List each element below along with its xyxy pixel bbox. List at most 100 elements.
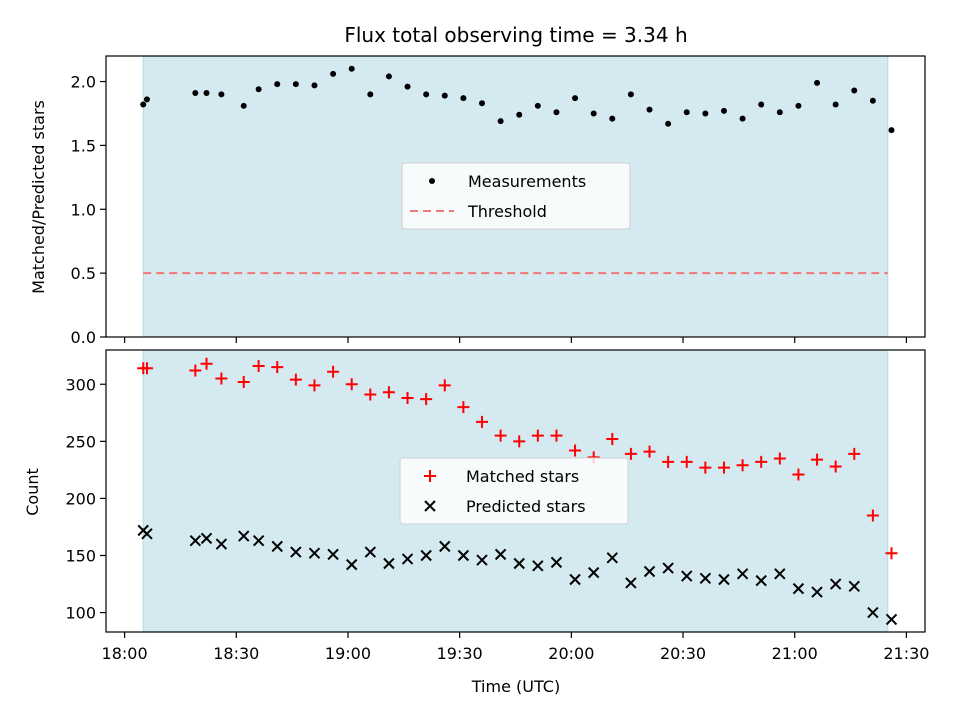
measurement-point: [851, 87, 858, 94]
predicted-star-point: [327, 548, 339, 561]
predicted-star-point: [189, 534, 202, 547]
predicted-star-point: [736, 568, 749, 580]
measurement-point: [240, 102, 247, 109]
measurement-point: [192, 90, 199, 97]
measurement-point: [140, 101, 147, 108]
measurement-point: [888, 127, 895, 134]
matched-star-point: [699, 461, 712, 474]
matched-star-point: [401, 391, 414, 404]
predicted-star-point: [811, 586, 823, 598]
measurement-point: [292, 81, 299, 88]
predicted-star-point: [587, 566, 600, 579]
matched-star-point: [550, 429, 563, 442]
measurement-point: [478, 100, 485, 107]
matched-star-point: [736, 459, 749, 472]
matched-star-point: [866, 509, 879, 522]
predicted-star-point: [606, 552, 618, 564]
measurement-point: [795, 102, 802, 109]
legend-label: Matched stars: [466, 467, 579, 486]
measurement-point: [404, 83, 411, 90]
matched-star-point: [289, 373, 302, 386]
x-tick-label: 21:00: [772, 644, 818, 663]
y-tick-label: 100: [65, 604, 96, 623]
measurement-point: [255, 86, 262, 93]
measurement-point: [627, 91, 634, 98]
matched-star-point: [475, 415, 488, 428]
predicted-star-point: [252, 534, 265, 547]
measurement-point: [646, 106, 653, 113]
predicted-star-point: [200, 532, 213, 545]
measurement-point: [776, 109, 783, 116]
legend-box: [399, 457, 629, 525]
matched-star-point: [717, 461, 730, 474]
predicted-star-point: [774, 568, 786, 580]
measurement-point: [460, 95, 467, 102]
matched-star-point: [420, 393, 433, 406]
matched-star-point: [624, 447, 637, 460]
measurement-point: [441, 92, 448, 99]
predicted-star-point: [718, 573, 730, 586]
measurement-point: [702, 110, 709, 117]
matched-star-point: [606, 433, 619, 446]
predicted-star-point: [238, 530, 250, 542]
predicted-star-point: [625, 577, 637, 589]
y-tick-label: 150: [65, 547, 96, 566]
predicted-star-point: [308, 547, 321, 559]
legend: Measurements Threshold: [401, 162, 631, 230]
ratio-panel: 0.0 0.5 1.0 1.5 2.0 Measurements Threshold: [71, 55, 926, 347]
predicted-star-point: [867, 606, 879, 619]
predicted-star-point: [643, 565, 656, 578]
y-tick-label: 2.0: [71, 73, 96, 92]
predicted-star-point: [681, 570, 693, 582]
matched-star-point: [513, 435, 526, 448]
predicted-star-point: [290, 546, 302, 558]
measurement-point: [534, 102, 541, 109]
matched-star-point: [252, 359, 265, 372]
matched-star-point: [569, 444, 582, 457]
y-tick-label: 300: [65, 375, 96, 394]
matched-star-point: [308, 379, 321, 392]
predicted-star-point: [829, 578, 842, 590]
legend-box: [401, 162, 631, 230]
matched-star-point: [848, 447, 861, 460]
measurement-point: [739, 115, 746, 122]
matched-star-point: [457, 401, 470, 414]
measurement-point: [590, 110, 597, 117]
predicted-star-point: [662, 562, 674, 574]
predicted-star-point: [364, 546, 377, 558]
matched-star-point: [200, 357, 213, 370]
predicted-star-point: [792, 582, 805, 595]
y-tick-label: 0.5: [71, 264, 96, 283]
measurement-point: [720, 107, 727, 114]
matched-star-point: [271, 361, 284, 374]
measurement-point: [869, 97, 876, 104]
measurement-point: [311, 82, 318, 89]
predicted-star-point: [848, 580, 860, 593]
predicted-star-point: [885, 613, 898, 626]
x-tick-label: 20:00: [548, 644, 594, 663]
measurement-point: [385, 73, 392, 80]
predicted-star-point: [141, 528, 153, 540]
x-tick-label: 18:30: [213, 644, 259, 663]
y-tick-label: 1.0: [71, 200, 96, 219]
measurement-point: [665, 120, 672, 127]
measurement-point: [516, 111, 523, 118]
matched-star-point: [755, 455, 768, 468]
predicted-star-point: [755, 574, 767, 587]
measurement-point: [274, 81, 281, 88]
predicted-star-point: [401, 553, 414, 565]
y-tick-label: 200: [65, 489, 96, 508]
x-tick-label: 21:30: [883, 644, 929, 663]
measurement-point: [572, 95, 579, 102]
measurement-point: [683, 109, 690, 116]
count-panel: 100 150 200 250 300 18:00 18:30 19:00 19:30 20:00…: [65, 349, 929, 663]
matched-star-point: [189, 364, 202, 377]
predicted-star-point: [494, 548, 507, 561]
predicted-star-point: [550, 556, 563, 569]
y-axis-label-count: Count: [23, 468, 42, 516]
legend-label: Predicted stars: [466, 497, 586, 516]
matched-star-point: [811, 453, 824, 466]
measurement-point: [367, 91, 374, 98]
measurement-point: [423, 91, 430, 98]
matched-star-point: [438, 379, 451, 392]
